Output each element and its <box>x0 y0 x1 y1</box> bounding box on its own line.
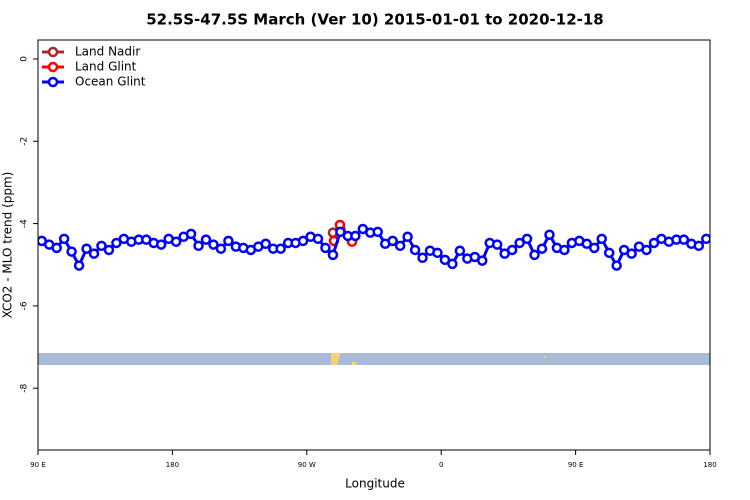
data-point <box>521 233 533 245</box>
legend-label: Land Glint <box>75 60 137 74</box>
data-point <box>327 249 339 261</box>
data-point <box>312 233 324 245</box>
x-tick-label: 90 E <box>30 461 46 469</box>
data-point <box>387 235 398 247</box>
data-point <box>320 242 331 254</box>
data-point <box>208 239 219 250</box>
data-point <box>678 234 690 245</box>
data-point <box>96 240 107 252</box>
data-point <box>544 229 555 240</box>
data-point <box>103 244 115 256</box>
data-point <box>559 244 570 256</box>
x-tick-label: 0 <box>439 461 443 469</box>
legend-label: Land Nadir <box>75 45 140 59</box>
data-point <box>454 245 466 257</box>
data-point <box>447 258 458 270</box>
data-point <box>529 249 540 261</box>
chart-title: 52.5S-47.5S March (Ver 10) 2015-01-01 to… <box>146 11 604 29</box>
data-point <box>73 260 85 271</box>
data-point <box>439 254 451 266</box>
x-tick-label: 180 <box>166 461 179 469</box>
data-point <box>611 260 622 271</box>
data-point <box>81 243 92 254</box>
x-tick-label: 90 E <box>568 461 584 469</box>
y-tick-label: -6 <box>20 301 30 310</box>
data-point <box>417 252 428 264</box>
data-point <box>648 237 660 249</box>
land-strip <box>352 362 356 365</box>
legend-marker <box>47 76 59 88</box>
data-point <box>372 226 383 238</box>
y-tick-label: -4 <box>20 219 30 228</box>
land-strip <box>331 353 341 365</box>
y-tick-label: -2 <box>20 137 30 146</box>
x-tick-label: 90 W <box>298 461 316 469</box>
data-point <box>536 243 548 254</box>
map-strip <box>38 353 710 365</box>
x-axis-label: Longitude <box>345 477 405 491</box>
data-point <box>185 228 197 240</box>
data-point <box>596 233 607 245</box>
data-point <box>394 240 406 252</box>
data-point <box>693 240 705 252</box>
data-point <box>111 237 122 249</box>
data-point <box>155 239 167 250</box>
x-tick-label: 180 <box>703 461 716 469</box>
legend-marker <box>47 46 59 58</box>
data-point <box>223 235 234 247</box>
legend-label: Ocean Glint <box>75 75 146 89</box>
data-point <box>491 239 503 250</box>
y-tick-label: 0 <box>20 56 30 62</box>
land-strip <box>544 356 546 358</box>
y-tick-label: -8 <box>20 383 30 392</box>
data-point <box>402 231 413 243</box>
data-point <box>626 248 637 259</box>
data-point <box>193 240 204 252</box>
data-point <box>581 238 593 250</box>
data-point <box>297 235 309 247</box>
data-point <box>200 234 212 245</box>
data-point <box>88 248 100 259</box>
data-point <box>58 233 70 245</box>
ocean-strip <box>38 353 710 365</box>
plot-frame <box>37 39 711 451</box>
data-point <box>275 243 286 254</box>
data-point <box>51 242 62 254</box>
y-axis-label: XCO2 - MLO trend (ppm) <box>1 172 15 319</box>
data-point <box>335 226 346 238</box>
data-point <box>409 244 421 256</box>
data-point <box>603 247 615 259</box>
data-point <box>589 242 600 254</box>
data-point <box>432 247 443 259</box>
data-point <box>477 255 488 266</box>
data-point <box>514 237 525 249</box>
plot-area <box>38 219 710 271</box>
axes: 0 -2 -4 -6 -8 90 E 180 90 W 0 90 E 180 <box>20 56 717 469</box>
data-point <box>66 246 77 257</box>
data-point <box>641 244 652 256</box>
data-point <box>215 243 227 254</box>
data-point <box>350 230 361 242</box>
data-point <box>506 244 518 256</box>
data-point <box>170 236 182 247</box>
data-point <box>701 233 710 245</box>
legend-marker <box>47 61 59 73</box>
data-point <box>260 238 271 250</box>
